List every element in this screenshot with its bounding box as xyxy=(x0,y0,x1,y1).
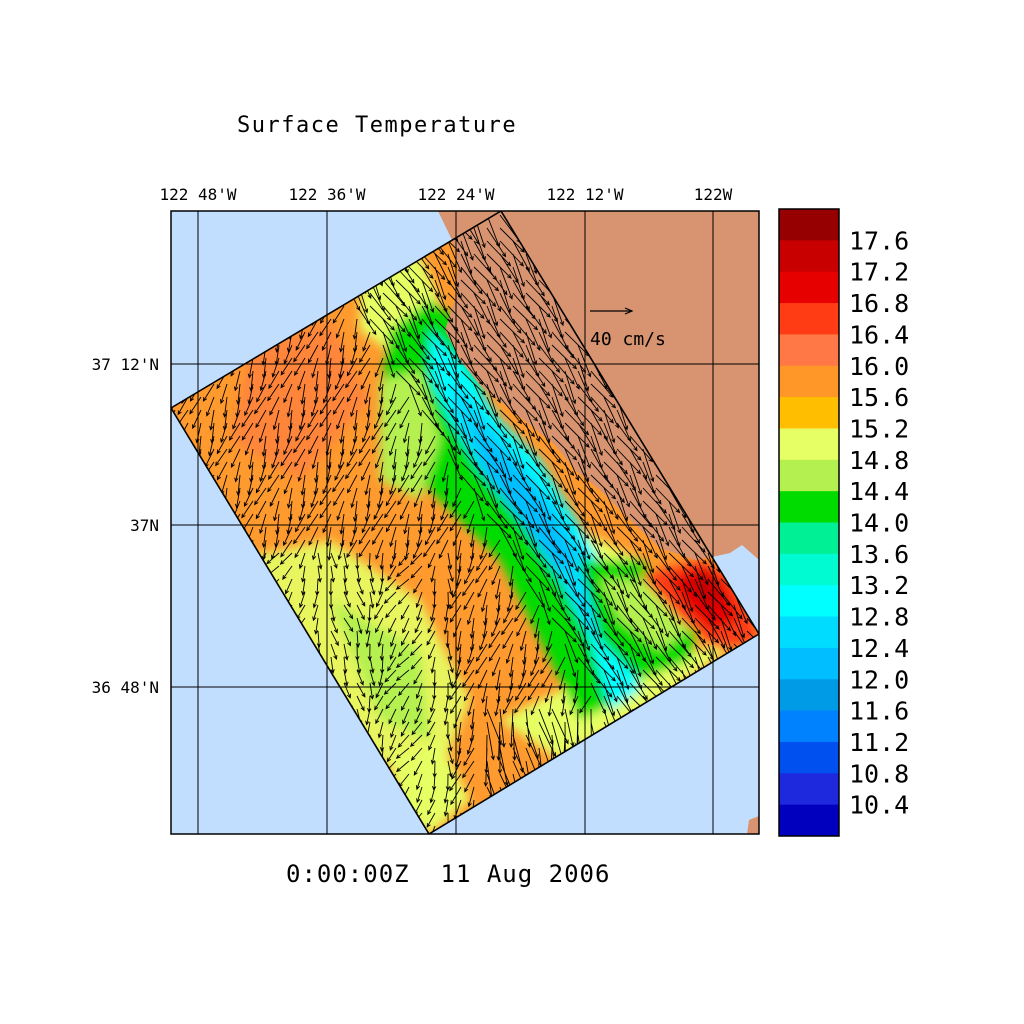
lat-label-1: 37 12'N xyxy=(92,355,159,374)
colorbar-frame xyxy=(778,208,840,837)
colorbar-label: 10.4 xyxy=(849,791,909,820)
graticule xyxy=(171,211,759,834)
colorbar-swatch xyxy=(779,585,839,618)
lat-label-3: 36 48'N xyxy=(92,678,159,697)
colorbar-swatch xyxy=(779,365,839,398)
colorbar-swatch xyxy=(779,397,839,429)
colorbar-label: 12.0 xyxy=(849,665,909,694)
colorbar-label: 17.6 xyxy=(849,226,909,255)
colorbar: 17.6 17.216.816.4 16.015.615.2 14.814.4 14.0… xyxy=(778,208,909,837)
colorbar-swatch xyxy=(779,240,839,273)
lon-label-3: 122 24'W xyxy=(417,185,494,204)
colorbar-swatch xyxy=(779,209,839,241)
colorbar-swatch xyxy=(779,679,839,712)
colorbar-label: 15.2 xyxy=(849,414,909,443)
model-domain-boundary xyxy=(171,211,759,834)
land xyxy=(438,211,759,560)
map-frame xyxy=(170,210,760,835)
colorbar-label: 15.6 xyxy=(849,383,909,412)
colorbar-label: 10.8 xyxy=(849,759,909,788)
land-fragment xyxy=(747,816,759,834)
colorbar-label: 16.0 xyxy=(849,352,909,381)
colorbar-label: 11.6 xyxy=(849,697,909,726)
colorbar-swatch xyxy=(779,804,839,837)
colorbar-swatch xyxy=(779,522,839,555)
colorbar-label: 12.8 xyxy=(849,603,909,632)
colorbar-label: 16.4 xyxy=(849,320,909,349)
colorbar-swatch xyxy=(779,647,839,680)
lon-label-1: 122 48'W xyxy=(159,185,236,204)
colorbar-swatch xyxy=(779,271,839,304)
colorbar-swatch xyxy=(779,428,839,461)
longitude-labels: 122 48'W 122 36'W 122 24'W 122 12'W 122W xyxy=(159,185,732,204)
colorbar-label: 17.2 xyxy=(849,258,909,287)
lon-label-4: 122 12'W xyxy=(546,185,623,204)
colorbar-label: 16.8 xyxy=(849,289,909,318)
reference-vector-label: 40 cm/s xyxy=(590,329,666,350)
colorbar-swatch xyxy=(779,616,839,649)
lon-label-5: 122W xyxy=(694,185,733,204)
colorbar-swatch xyxy=(779,553,839,586)
timestamp: 0:00:00Z 11 Aug 2006 xyxy=(286,860,610,888)
colorbar-swatch xyxy=(779,710,839,743)
colorbar-swatch xyxy=(779,491,839,523)
lat-label-2: 37N xyxy=(130,516,159,535)
colorbar-label: 14.8 xyxy=(849,446,909,475)
colorbar-label: 11.2 xyxy=(849,728,909,757)
colorbar-label: 13.2 xyxy=(849,571,909,600)
colorbar-swatch xyxy=(779,334,839,367)
colorbar-swatch xyxy=(779,459,839,492)
chart-title: Surface Temperature xyxy=(237,113,517,138)
latitude-labels: 37 12'N 37N 36 48'N xyxy=(92,355,159,697)
colorbar-swatch xyxy=(779,773,839,806)
colorbar-label: 14.0 xyxy=(849,509,909,538)
colorbar-swatch xyxy=(779,741,839,774)
reference-vector: 40 cm/s xyxy=(590,307,666,350)
colorbar-label: 13.6 xyxy=(849,540,909,569)
colorbar-label: 12.4 xyxy=(849,634,909,663)
map-area xyxy=(171,211,759,834)
colorbar-swatch xyxy=(779,303,839,335)
colorbar-label: 14.4 xyxy=(849,477,909,506)
lon-label-2: 122 36'W xyxy=(288,185,365,204)
